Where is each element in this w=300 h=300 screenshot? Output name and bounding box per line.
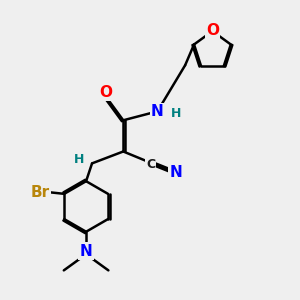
Text: N: N bbox=[80, 244, 92, 259]
Text: C: C bbox=[146, 158, 155, 171]
Text: O: O bbox=[206, 23, 219, 38]
Text: H: H bbox=[74, 153, 85, 166]
Text: N: N bbox=[169, 165, 182, 180]
Text: H: H bbox=[171, 107, 181, 120]
Text: O: O bbox=[99, 85, 112, 100]
Text: Br: Br bbox=[31, 185, 50, 200]
Text: N: N bbox=[151, 104, 164, 119]
